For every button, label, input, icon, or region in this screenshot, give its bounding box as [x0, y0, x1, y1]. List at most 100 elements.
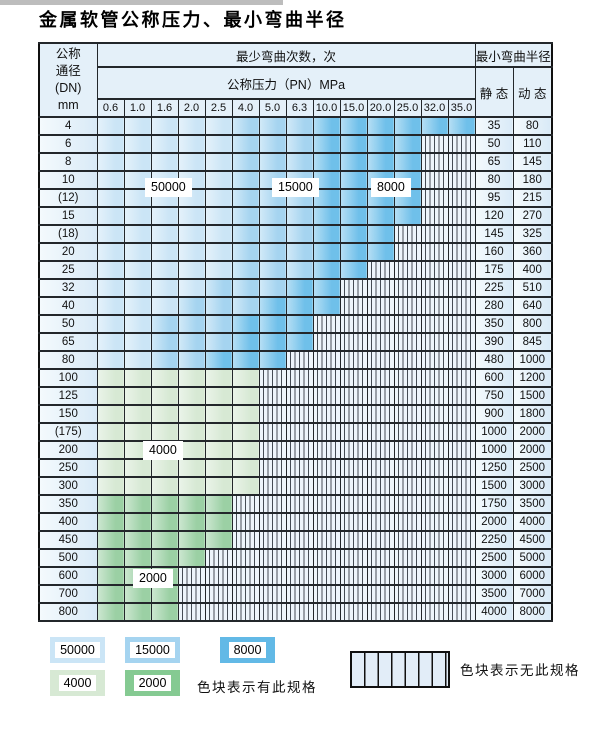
no-spec-cell [312, 512, 341, 532]
no-spec-cell [420, 224, 449, 244]
static-radius-cell: 1000 [474, 440, 514, 460]
spec-cell-4000 [204, 476, 233, 496]
spec-cell-8000 [285, 278, 314, 298]
legend-chip-50000: 50000 [50, 637, 105, 663]
spec-cell-8000 [339, 206, 368, 226]
dn-cell: (175) [38, 422, 98, 442]
spec-cell-8000 [204, 350, 233, 370]
no-spec-cell [312, 494, 341, 514]
no-spec-cell [285, 368, 314, 388]
dynamic-radius-cell: 400 [512, 260, 553, 280]
table-row: 300 1500 3000 [38, 476, 553, 496]
spec-cell-50000 [177, 260, 206, 280]
spec-cell-8000 [312, 206, 341, 226]
spec-cell-8000 [312, 188, 341, 208]
spec-cell-50000 [150, 152, 179, 172]
no-spec-cell [447, 440, 476, 460]
static-radius-cell: 2250 [474, 530, 514, 550]
spec-cell-15000 [204, 332, 233, 352]
spec-cell-4000 [177, 476, 206, 496]
legend-chip-4000: 4000 [50, 670, 105, 696]
spec-cell-50000 [96, 296, 125, 316]
spec-cell-8000 [393, 116, 422, 136]
no-spec-cell [393, 422, 422, 442]
dn-cell: 125 [38, 386, 98, 406]
spec-cell-50000 [150, 206, 179, 226]
spec-cell-8000 [366, 206, 395, 226]
no-spec-cell [285, 566, 314, 586]
no-spec-cell [231, 512, 260, 532]
no-spec-cell [366, 494, 395, 514]
spec-cell-8000 [312, 224, 341, 244]
static-radius-cell: 3500 [474, 584, 514, 604]
spec-cell-2000 [96, 494, 125, 514]
pressure-col-header: 6.3 [285, 98, 314, 118]
no-spec-swatch [350, 651, 450, 688]
spec-cell-50000 [96, 224, 125, 244]
no-spec-cell [312, 368, 341, 388]
no-spec-cell [285, 404, 314, 424]
dynamic-radius-cell: 80 [512, 116, 553, 136]
spec-cell-50000 [123, 224, 152, 244]
no-spec-cell [393, 332, 422, 352]
no-spec-cell [420, 494, 449, 514]
no-spec-cell [447, 260, 476, 280]
spec-cell-2000 [177, 494, 206, 514]
no-spec-cell [258, 368, 287, 388]
spec-cell-50000 [123, 296, 152, 316]
no-spec-cell [285, 512, 314, 532]
dynamic-radius-cell: 5000 [512, 548, 553, 568]
radius-header: 最小弯曲半径 [474, 42, 553, 68]
spec-cell-50000 [96, 260, 125, 280]
spec-cell-8000 [339, 116, 368, 136]
dynamic-radius-cell: 3000 [512, 476, 553, 496]
legend-chip-label: 8000 [228, 642, 267, 658]
static-radius-cell: 120 [474, 206, 514, 226]
no-spec-cell [258, 458, 287, 478]
spec-cell-50000 [150, 260, 179, 280]
dynamic-header: 动 态 [512, 66, 553, 118]
spec-cell-2000 [204, 530, 233, 550]
no-spec-cell [393, 368, 422, 388]
spec-cell-50000 [150, 116, 179, 136]
static-radius-cell: 1750 [474, 494, 514, 514]
table-row: 800 4000 8000 [38, 602, 553, 622]
no-spec-cell [231, 530, 260, 550]
spec-cell-4000 [231, 404, 260, 424]
table-row: 32 225 510 [38, 278, 553, 298]
no-spec-cell [420, 350, 449, 370]
pressure-col-header: 4.0 [231, 98, 260, 118]
no-spec-cell [258, 530, 287, 550]
no-spec-cell [447, 152, 476, 172]
no-spec-cell [312, 404, 341, 424]
spec-cell-15000 [231, 116, 260, 136]
no-spec-cell [312, 350, 341, 370]
dn-cell: 20 [38, 242, 98, 262]
spec-cell-50000 [177, 224, 206, 244]
dynamic-radius-cell: 270 [512, 206, 553, 226]
spec-cell-50000 [204, 242, 233, 262]
no-spec-cell [366, 602, 395, 622]
region-label-15000: 15000 [272, 178, 319, 197]
no-spec-cell [447, 404, 476, 424]
no-spec-cell [285, 350, 314, 370]
spec-cell-8000 [393, 206, 422, 226]
dn-cell: 800 [38, 602, 98, 622]
table-row: 500 2500 5000 [38, 548, 553, 568]
spec-cell-15000 [231, 152, 260, 172]
no-spec-cell [339, 332, 368, 352]
spec-cell-8000 [258, 332, 287, 352]
spec-cell-50000 [96, 134, 125, 154]
spec-cell-8000 [285, 296, 314, 316]
no-spec-cell [312, 440, 341, 460]
static-radius-cell: 750 [474, 386, 514, 406]
dn-header-line1: 公称 [55, 47, 81, 61]
no-spec-cell [447, 548, 476, 568]
no-spec-cell [393, 530, 422, 550]
spec-cell-15000 [285, 152, 314, 172]
spec-cell-15000 [285, 206, 314, 226]
dn-cell: 6 [38, 134, 98, 154]
no-spec-cell [312, 584, 341, 604]
dynamic-radius-cell: 7000 [512, 584, 553, 604]
